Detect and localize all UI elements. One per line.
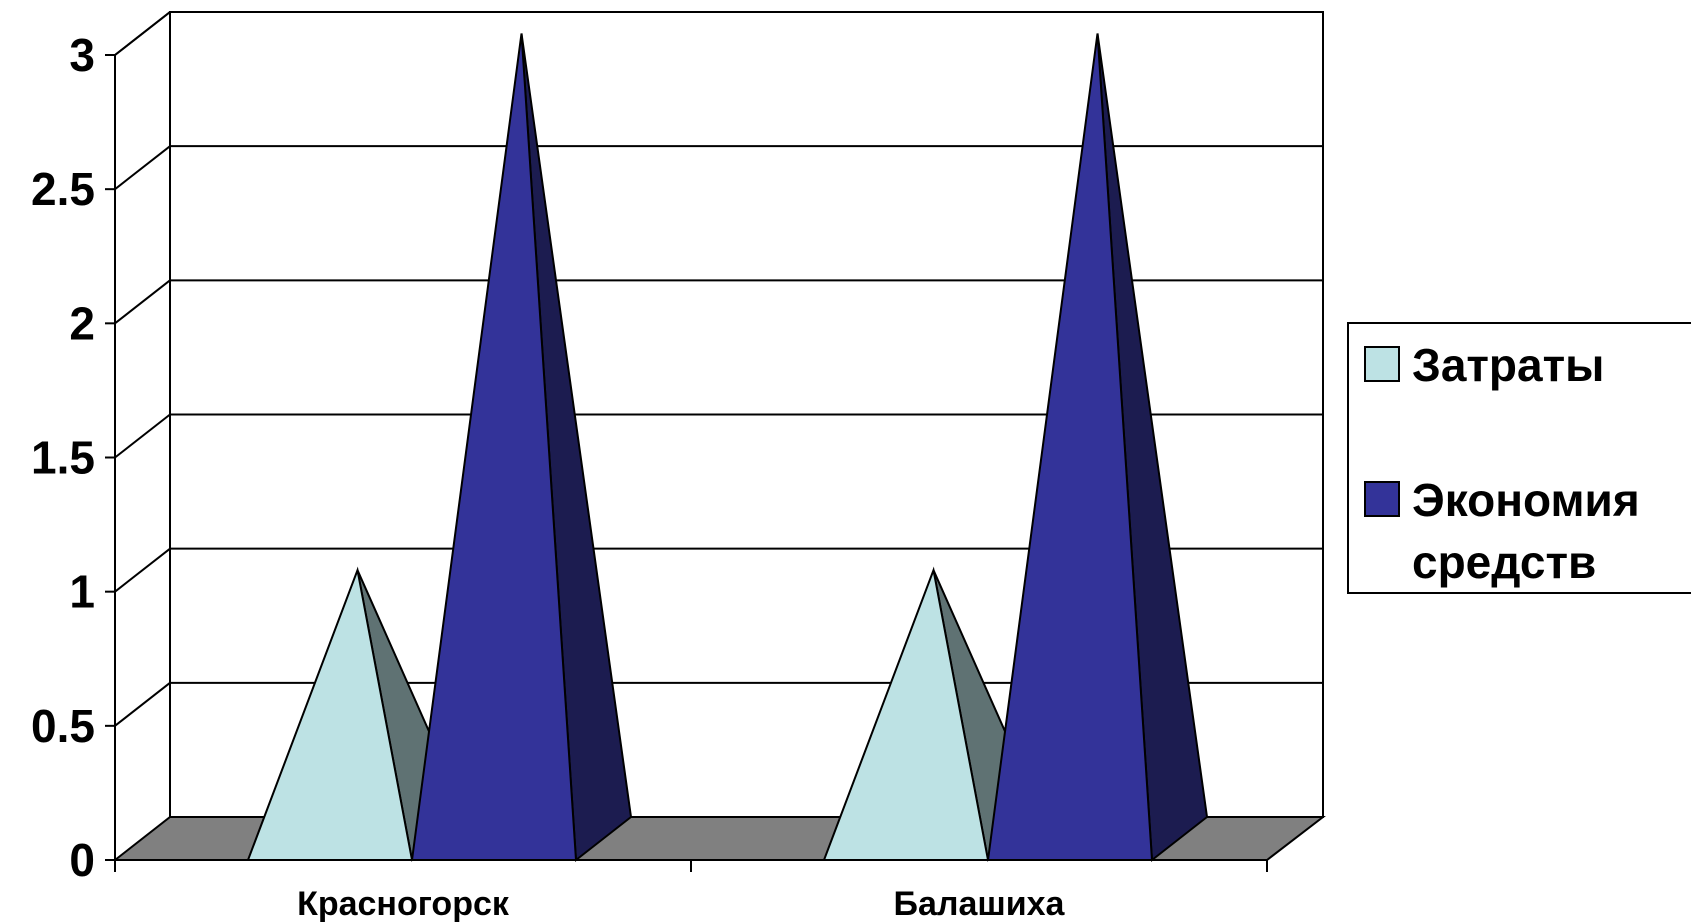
legend-label: Затраты — [1412, 339, 1604, 391]
gridline-side — [114, 145, 171, 190]
gridline-side — [114, 279, 171, 325]
y-tick-label: 1.5 — [31, 432, 95, 484]
pyramid — [986, 33, 1209, 862]
gridline-side — [114, 682, 171, 727]
y-tick-label: 0 — [69, 834, 95, 886]
y-axis — [105, 54, 116, 861]
legend-label: Экономия — [1412, 474, 1640, 526]
legend-label: средств — [1412, 536, 1596, 588]
legend: Затраты Экономия средств — [1347, 322, 1691, 594]
gridline-side — [114, 413, 171, 459]
pyramid — [410, 33, 633, 862]
gridline-side — [114, 547, 171, 593]
y-tick-label: 0.5 — [31, 700, 95, 752]
category-labels: Красногорск Балашиха — [297, 885, 1065, 923]
legend-swatch — [1364, 346, 1400, 382]
legend-box — [1347, 322, 1691, 594]
category-label: Красногорск — [297, 885, 510, 923]
legend-swatch — [1364, 481, 1400, 517]
y-tick-label: 2.5 — [31, 163, 95, 215]
y-tick-labels: 0 0.5 1 1.5 2 2.5 3 — [31, 29, 95, 886]
x-axis — [114, 859, 1268, 872]
category-label: Балашиха — [894, 885, 1066, 923]
pyramids — [246, 33, 1209, 862]
y-tick-label: 1 — [69, 566, 95, 618]
y-tick-label: 3 — [69, 29, 95, 81]
gridline-side — [114, 11, 171, 56]
y-tick-label: 2 — [69, 297, 95, 349]
